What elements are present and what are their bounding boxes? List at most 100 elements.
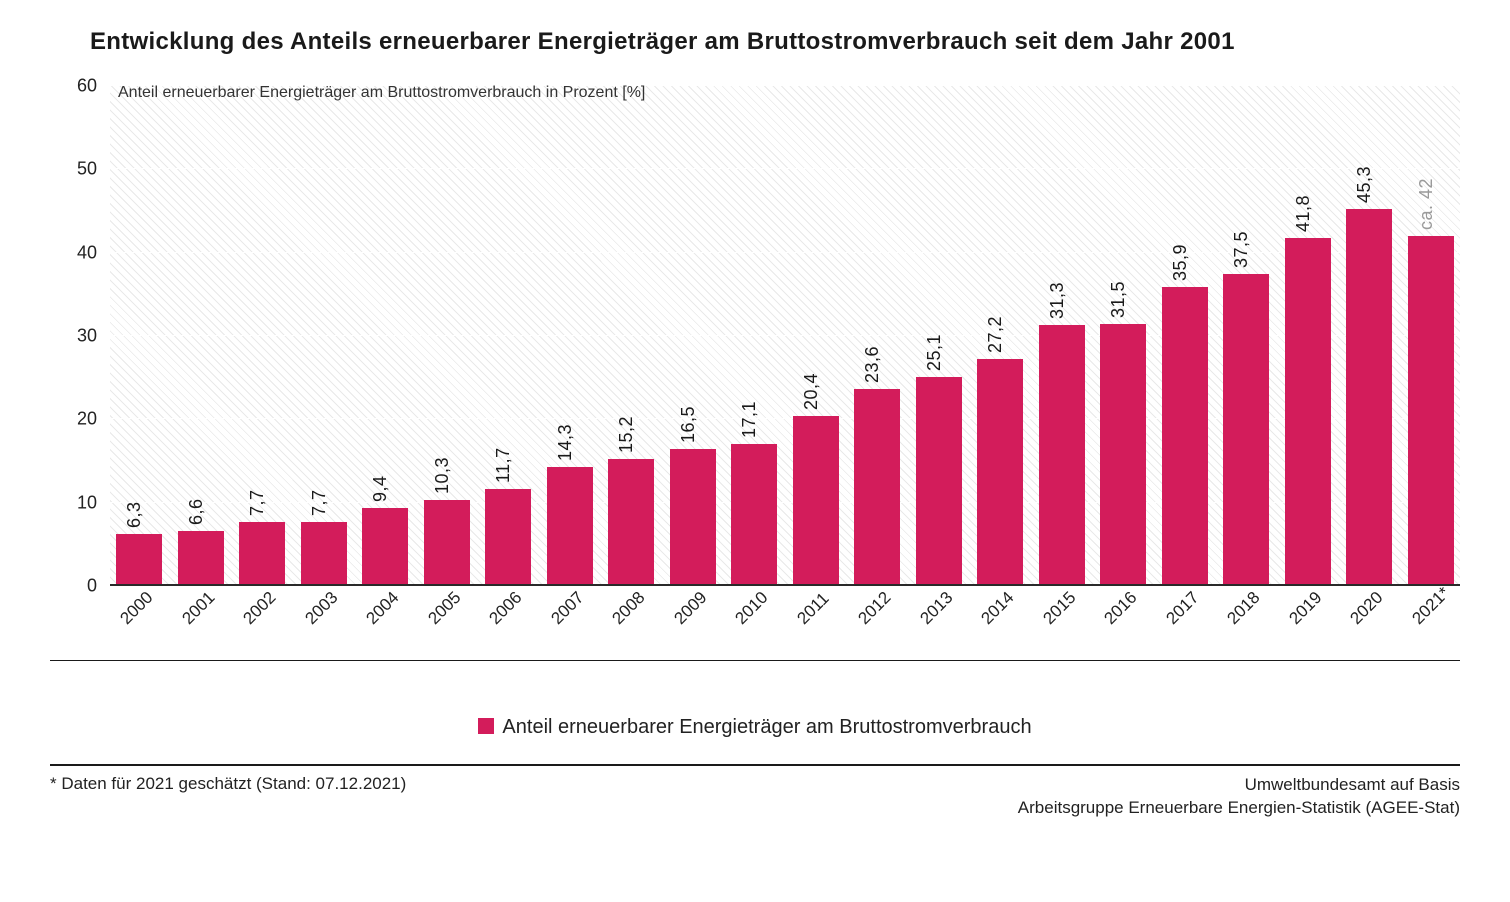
x-label-slot: 2021* (1408, 588, 1455, 646)
x-label-slot: 2012 (854, 588, 901, 646)
bar-slot: 15,2 (608, 86, 655, 586)
legend-swatch (478, 718, 494, 734)
bar: 37,5 (1223, 274, 1269, 587)
bar-slot: 17,1 (731, 86, 778, 586)
bar: 23,6 (854, 389, 900, 586)
x-label-slot: 2004 (362, 588, 409, 646)
x-tick-label: 2018 (1224, 588, 1265, 629)
x-tick-label: 2014 (978, 588, 1019, 629)
bar-value-label: 6,3 (124, 501, 145, 528)
bar: 25,1 (916, 377, 962, 586)
x-tick-label: 2021* (1408, 583, 1454, 629)
x-tick-label: 2015 (1039, 588, 1080, 629)
bar: 11,7 (485, 489, 531, 587)
bar-slot: 45,3 (1346, 86, 1393, 586)
x-label-slot: 2008 (608, 588, 655, 646)
x-label-slot: 2019 (1285, 588, 1332, 646)
bar: 17,1 (731, 444, 777, 587)
bar: 10,3 (424, 500, 470, 586)
x-label-slot: 2018 (1223, 588, 1270, 646)
y-tick: 50 (77, 159, 97, 180)
source-line-1: Umweltbundesamt auf Basis (1018, 774, 1460, 797)
x-label-slot: 2016 (1100, 588, 1147, 646)
x-label-slot: 2001 (178, 588, 225, 646)
bar-slot: ca. 42 (1408, 86, 1455, 586)
bar: 14,3 (547, 467, 593, 586)
bar-slot: 7,7 (239, 86, 286, 586)
x-axis-baseline (110, 584, 1460, 586)
bar-value-label: 23,6 (862, 346, 883, 383)
bar: 9,4 (362, 508, 408, 586)
bar-slot: 6,3 (116, 86, 163, 586)
x-tick-label: 2000 (117, 588, 158, 629)
y-tick: 30 (77, 326, 97, 347)
x-tick-label: 2012 (855, 588, 896, 629)
bar: 16,5 (670, 449, 716, 587)
chart-container: Entwicklung des Anteils erneuerbarer Ene… (0, 0, 1510, 902)
bars-group: 6,3 6,6 7,7 7,7 9,4 10,3 11,7 14,3 15,2 16,5 17,1 2… (110, 86, 1460, 586)
x-axis-labels: 2000200120022003200420052006200720082009… (110, 588, 1460, 646)
separator-line-bottom (50, 764, 1460, 766)
plot-area: Anteil erneuerbarer Energieträger am Bru… (110, 86, 1460, 586)
bar: 7,7 (239, 522, 285, 586)
x-tick-label: 2003 (301, 588, 342, 629)
x-label-slot: 2020 (1346, 588, 1393, 646)
x-tick-label: 2017 (1162, 588, 1203, 629)
x-tick-label: 2008 (609, 588, 650, 629)
x-label-slot: 2003 (301, 588, 348, 646)
chart-title: Entwicklung des Anteils erneuerbarer Ene… (90, 28, 1460, 56)
footer: * Daten für 2021 geschätzt (Stand: 07.12… (50, 774, 1460, 820)
x-tick-label: 2016 (1101, 588, 1142, 629)
x-label-slot: 2010 (731, 588, 778, 646)
x-label-slot: 2007 (547, 588, 594, 646)
bar: 20,4 (793, 416, 839, 586)
bar-slot: 23,6 (854, 86, 901, 586)
bar-value-label: 27,2 (985, 316, 1006, 353)
bar-slot: 41,8 (1285, 86, 1332, 586)
bar-value-label: 10,3 (432, 457, 453, 494)
y-axis-label: Anteil erneuerbarer Energieträger am Bru… (118, 84, 645, 102)
x-tick-label: 2005 (424, 588, 465, 629)
y-tick: 40 (77, 242, 97, 263)
x-tick-label: 2020 (1347, 588, 1388, 629)
bar-value-label: 45,3 (1354, 165, 1375, 202)
bar: 6,6 (178, 531, 224, 586)
x-tick-label: 2013 (916, 588, 957, 629)
x-label-slot: 2015 (1039, 588, 1086, 646)
legend: Anteil erneuerbarer Energieträger am Bru… (50, 716, 1460, 739)
y-tick: 10 (77, 492, 97, 513)
x-label-slot: 2006 (485, 588, 532, 646)
bar-value-label: 37,5 (1231, 230, 1252, 267)
bar: 7,7 (301, 522, 347, 586)
x-tick-label: 2010 (732, 588, 773, 629)
bar-value-label: 15,2 (616, 416, 637, 453)
bar-value-label: ca. 42 (1416, 178, 1437, 230)
x-label-slot: 2017 (1162, 588, 1209, 646)
chart-area: 0102030405060 Anteil erneuerbarer Energi… (50, 66, 1460, 646)
bar-slot: 6,6 (178, 86, 225, 586)
bar-value-label: 41,8 (1293, 195, 1314, 232)
bar-value-label: 14,3 (555, 424, 576, 461)
x-tick-label: 2001 (178, 588, 219, 629)
source: Umweltbundesamt auf Basis Arbeitsgruppe … (1018, 774, 1460, 820)
separator-line-top (50, 660, 1460, 661)
bar-value-label: 11,7 (493, 447, 514, 483)
bar-slot: 20,4 (793, 86, 840, 586)
bar-value-label: 7,7 (247, 489, 268, 516)
bar-slot: 16,5 (670, 86, 717, 586)
bar-value-label: 31,3 (1047, 282, 1068, 319)
bar: 41,8 (1285, 238, 1331, 586)
bar-value-label: 25,1 (924, 334, 945, 371)
bar: 27,2 (977, 359, 1023, 586)
bar: ca. 42 (1408, 236, 1454, 586)
bar-slot: 31,5 (1100, 86, 1147, 586)
bar-slot: 31,3 (1039, 86, 1086, 586)
x-label-slot: 2014 (977, 588, 1024, 646)
bar-value-label: 17,1 (739, 400, 760, 437)
bar-value-label: 7,7 (309, 489, 330, 516)
x-label-slot: 2013 (916, 588, 963, 646)
bar-slot: 37,5 (1223, 86, 1270, 586)
bar-slot: 14,3 (547, 86, 594, 586)
x-label-slot: 2002 (239, 588, 286, 646)
bar-slot: 7,7 (301, 86, 348, 586)
